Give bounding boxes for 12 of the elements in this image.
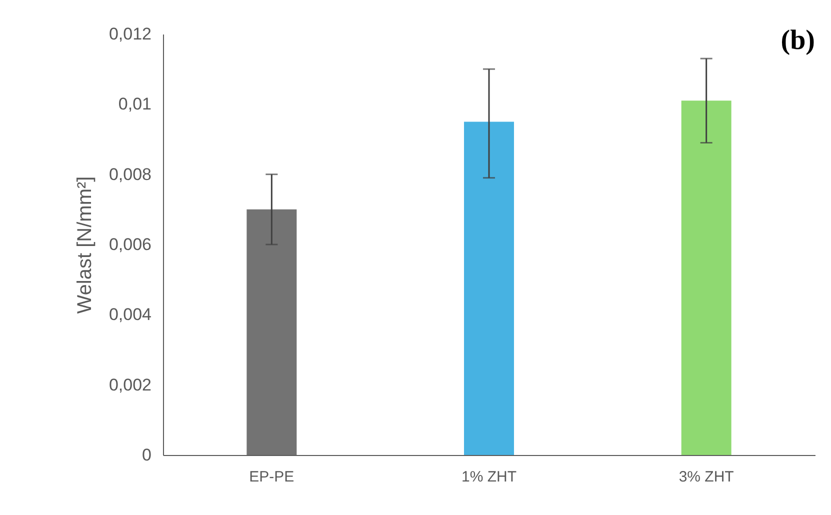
y-tick-label: 0,006: [108, 235, 152, 254]
y-axis-title: Welast [N/mm²]: [74, 176, 96, 314]
y-tick-label: 0,012: [108, 24, 152, 44]
y-tick-label: 0,01: [118, 94, 152, 114]
x-tick-label: 1% ZHT: [461, 468, 517, 486]
x-tick-label: EP-PE: [249, 468, 294, 486]
annotation: (b): [780, 25, 815, 56]
y-tick-label: 0,004: [108, 305, 152, 324]
x-tick-label: 3% ZHT: [678, 468, 734, 486]
y-tick-label: 0,002: [108, 375, 152, 394]
y-tick-label: 0: [142, 446, 152, 464]
y-tick-label: 0,008: [108, 164, 152, 184]
